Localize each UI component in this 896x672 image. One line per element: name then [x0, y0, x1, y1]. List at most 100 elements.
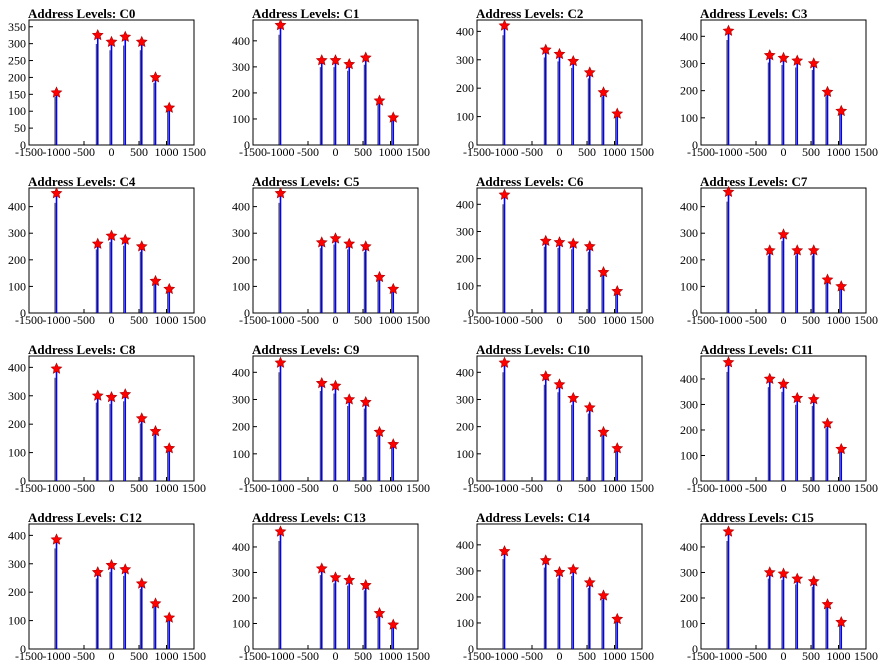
chart-panel: Address Levels: C0 0 50 100 150 200 250 300 350 -…	[0, 0, 224, 168]
chart-plot: 0 100 200 300 400 -1500 -1000 -500 0 500 1000 1500	[680, 19, 878, 159]
chart-title: Address Levels: C7	[700, 174, 808, 189]
peak-marker	[763, 372, 776, 385]
chart-title: Address Levels: C2	[476, 6, 584, 21]
peak-marker	[135, 240, 148, 252]
x-tick-label: 500	[578, 313, 596, 327]
peak-marker	[274, 356, 287, 368]
x-tick-label: -1000	[491, 649, 519, 663]
chart-plot: 0 100 200 300 400 -1500 -1000 -500 0 500 1000 1500	[456, 523, 654, 663]
x-tick-label: 500	[354, 145, 372, 159]
y-tick-label: 300	[456, 564, 474, 578]
y-tick-label: 200	[8, 253, 26, 267]
peak-marker	[105, 35, 118, 48]
peak-marker	[163, 101, 176, 113]
chart-title: Address Levels: C14	[476, 510, 590, 525]
y-tick-label: 0	[20, 474, 26, 488]
y-tick-label: 0	[692, 306, 698, 320]
y-tick-label: 200	[680, 591, 698, 605]
x-tick-label: 1000	[603, 145, 627, 159]
x-tick-label: -1000	[267, 145, 295, 159]
y-tick-label: 0	[244, 138, 250, 152]
y-tick-label: 0	[468, 138, 474, 152]
chart-panel: Address Levels: C10 0 100 200 300 400 -1500 -10…	[448, 336, 672, 504]
x-tick-label: -500	[73, 313, 95, 327]
peak-marker	[50, 533, 63, 545]
chart-panel: Address Levels: C12 0 100 200 300 400 -1500 -10…	[0, 504, 224, 672]
x-tick-label: 1500	[854, 145, 878, 159]
x-tick-label: -1500	[239, 145, 267, 159]
peak-marker	[722, 185, 735, 198]
y-tick-label: 50	[14, 121, 26, 135]
x-tick-label: 500	[130, 481, 148, 495]
chart-title: Address Levels: C0	[28, 6, 136, 21]
x-tick-label: 0	[557, 313, 563, 327]
chart-title: Address Levels: C12	[28, 510, 142, 525]
peak-marker	[91, 237, 104, 249]
chart-panel: Address Levels: C11 0 100 200 300 400 -1500 -10…	[672, 336, 896, 504]
peak-marker	[329, 571, 342, 583]
peak-marker	[539, 234, 552, 247]
x-tick-label: 500	[578, 145, 596, 159]
y-tick-label: 200	[8, 417, 26, 431]
x-tick-label: 1000	[827, 649, 851, 663]
x-tick-label: -1000	[267, 481, 295, 495]
y-tick-label: 0	[20, 138, 26, 152]
peak-marker	[359, 395, 372, 408]
peak-marker	[567, 237, 580, 249]
x-tick-label: 1500	[406, 145, 430, 159]
peak-marker	[119, 30, 132, 42]
peak-marker	[777, 567, 790, 579]
x-tick-label: -500	[73, 649, 95, 663]
peak-marker	[373, 425, 386, 438]
chart-panel: Address Levels: C15 0 100 200 300 400 -1500 -10…	[672, 504, 896, 672]
chart-panel: Address Levels: C13 0 100 200 300 400 -1500 -10…	[224, 504, 448, 672]
chart-panel: Address Levels: C6 0 100 200 300 400 -1500 -100…	[448, 168, 672, 336]
x-tick-label: 1000	[155, 145, 179, 159]
peak-marker	[119, 233, 132, 245]
peak-marker	[343, 237, 356, 249]
y-tick-label: 100	[8, 614, 26, 628]
peak-marker	[583, 576, 596, 588]
y-tick-label: 100	[680, 448, 698, 462]
y-tick-label: 400	[232, 34, 250, 48]
chart-title: Address Levels: C1	[252, 6, 360, 21]
x-tick-label: -500	[745, 481, 767, 495]
peak-marker	[343, 393, 356, 405]
peak-marker	[274, 525, 287, 537]
x-tick-label: -1000	[715, 649, 743, 663]
x-tick-label: -500	[745, 145, 767, 159]
peak-marker	[343, 573, 356, 586]
y-tick-label: 0	[692, 138, 698, 152]
chart-plot: 0 100 200 300 400 -1500 -1000 -500 0 500 1000 1500	[680, 355, 878, 495]
x-tick-label: -1500	[239, 481, 267, 495]
peak-marker	[149, 274, 162, 287]
x-tick-label: 0	[781, 313, 787, 327]
x-tick-label: 500	[578, 649, 596, 663]
x-tick-label: 0	[557, 649, 563, 663]
chart-plot: 0 100 200 300 400 -1500 -1000 -500 0 500 1000 1500	[8, 355, 206, 495]
y-tick-label: 100	[680, 111, 698, 125]
peak-marker	[329, 379, 342, 391]
y-tick-label: 300	[680, 565, 698, 579]
chart-plot: 0 100 200 300 400 -1500 -1000 -500 0 500 1000 1500	[456, 19, 654, 159]
x-tick-label: 500	[802, 649, 820, 663]
peak-marker	[315, 376, 328, 389]
x-tick-label: 1000	[827, 313, 851, 327]
y-tick-label: 0	[244, 474, 250, 488]
y-tick-label: 150	[8, 87, 26, 101]
chart-title: Address Levels: C8	[28, 342, 136, 357]
peak-marker	[274, 187, 287, 199]
x-tick-label: -1500	[15, 649, 43, 663]
chart-plot: 0 100 200 300 400 -1500 -1000 -500 0 500 1000 1500	[232, 523, 430, 663]
y-tick-label: 300	[232, 392, 250, 406]
y-tick-label: 0	[20, 306, 26, 320]
x-tick-label: -500	[73, 145, 95, 159]
chart-plot: 0 100 200 300 400 -1500 -1000 -500 0 500 1000 1500	[680, 185, 878, 327]
peak-marker	[807, 575, 820, 587]
peak-marker	[50, 86, 63, 98]
x-tick-label: 1000	[379, 649, 403, 663]
x-tick-label: -500	[521, 313, 543, 327]
peak-marker	[791, 391, 804, 404]
x-tick-label: -500	[73, 481, 95, 495]
x-tick-label: -1000	[715, 145, 743, 159]
